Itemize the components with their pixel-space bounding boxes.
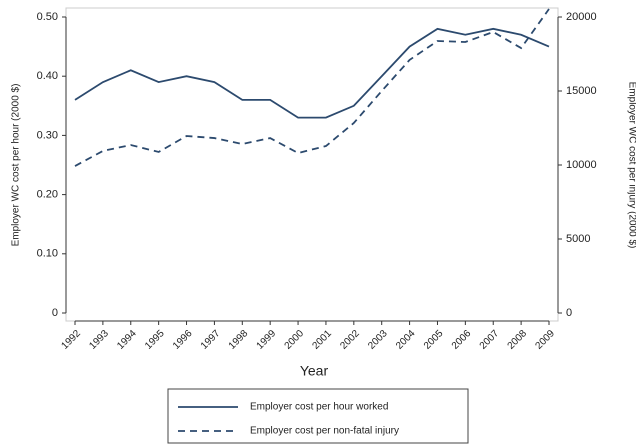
x-tick-label: 1998 <box>227 328 251 352</box>
legend <box>167 388 469 444</box>
x-tick-label: 1999 <box>255 328 279 352</box>
y2-tick-label: 20000 <box>566 11 597 23</box>
x-tick-label: 1994 <box>115 328 139 352</box>
series-line <box>74 8 550 167</box>
y-tick-label: 0.10 <box>37 248 58 260</box>
series-line <box>74 27 550 119</box>
y-tick-label: 0 <box>52 307 58 319</box>
x-tick-label: 2002 <box>338 328 362 352</box>
y-axis-title: Employer WC cost per hour (2000 $) <box>11 84 22 247</box>
plot-area <box>65 7 559 322</box>
y-tick-label: 0.20 <box>37 189 58 201</box>
y-tick-label: 0.50 <box>37 11 58 23</box>
y2-tick-label: 0 <box>566 307 572 319</box>
y2-tick-label: 15000 <box>566 85 597 97</box>
x-tick-label: 1997 <box>199 328 223 352</box>
x-tick-label: 2005 <box>422 328 446 352</box>
x-tick-label: 2001 <box>310 328 334 352</box>
legend-label: Employer cost per hour worked <box>250 402 388 413</box>
y2-tick-label: 5000 <box>566 233 590 245</box>
x-tick-label: 1992 <box>59 328 83 352</box>
x-tick-label: 1996 <box>171 328 195 352</box>
x-tick-label: 1995 <box>143 328 167 352</box>
x-tick-label: 2008 <box>506 328 530 352</box>
x-tick-label: 2000 <box>283 328 307 352</box>
x-tick-label: 1993 <box>87 328 111 352</box>
y-tick-label: 0.30 <box>37 129 58 141</box>
x-tick-label: 2004 <box>394 328 418 352</box>
y2-tick-label: 10000 <box>566 159 597 171</box>
x-tick-label: 2003 <box>366 328 390 352</box>
legend-label: Employer cost per non-fatal injury <box>250 426 399 437</box>
x-tick-label: 2007 <box>478 328 502 352</box>
x-axis-title: Year <box>300 363 329 379</box>
x-tick-label: 2009 <box>533 328 557 352</box>
x-tick-label: 2006 <box>450 328 474 352</box>
y-tick-label: 0.40 <box>37 70 58 82</box>
y2-axis-title: Employer WC cost per injury (2000 $) <box>626 82 636 249</box>
